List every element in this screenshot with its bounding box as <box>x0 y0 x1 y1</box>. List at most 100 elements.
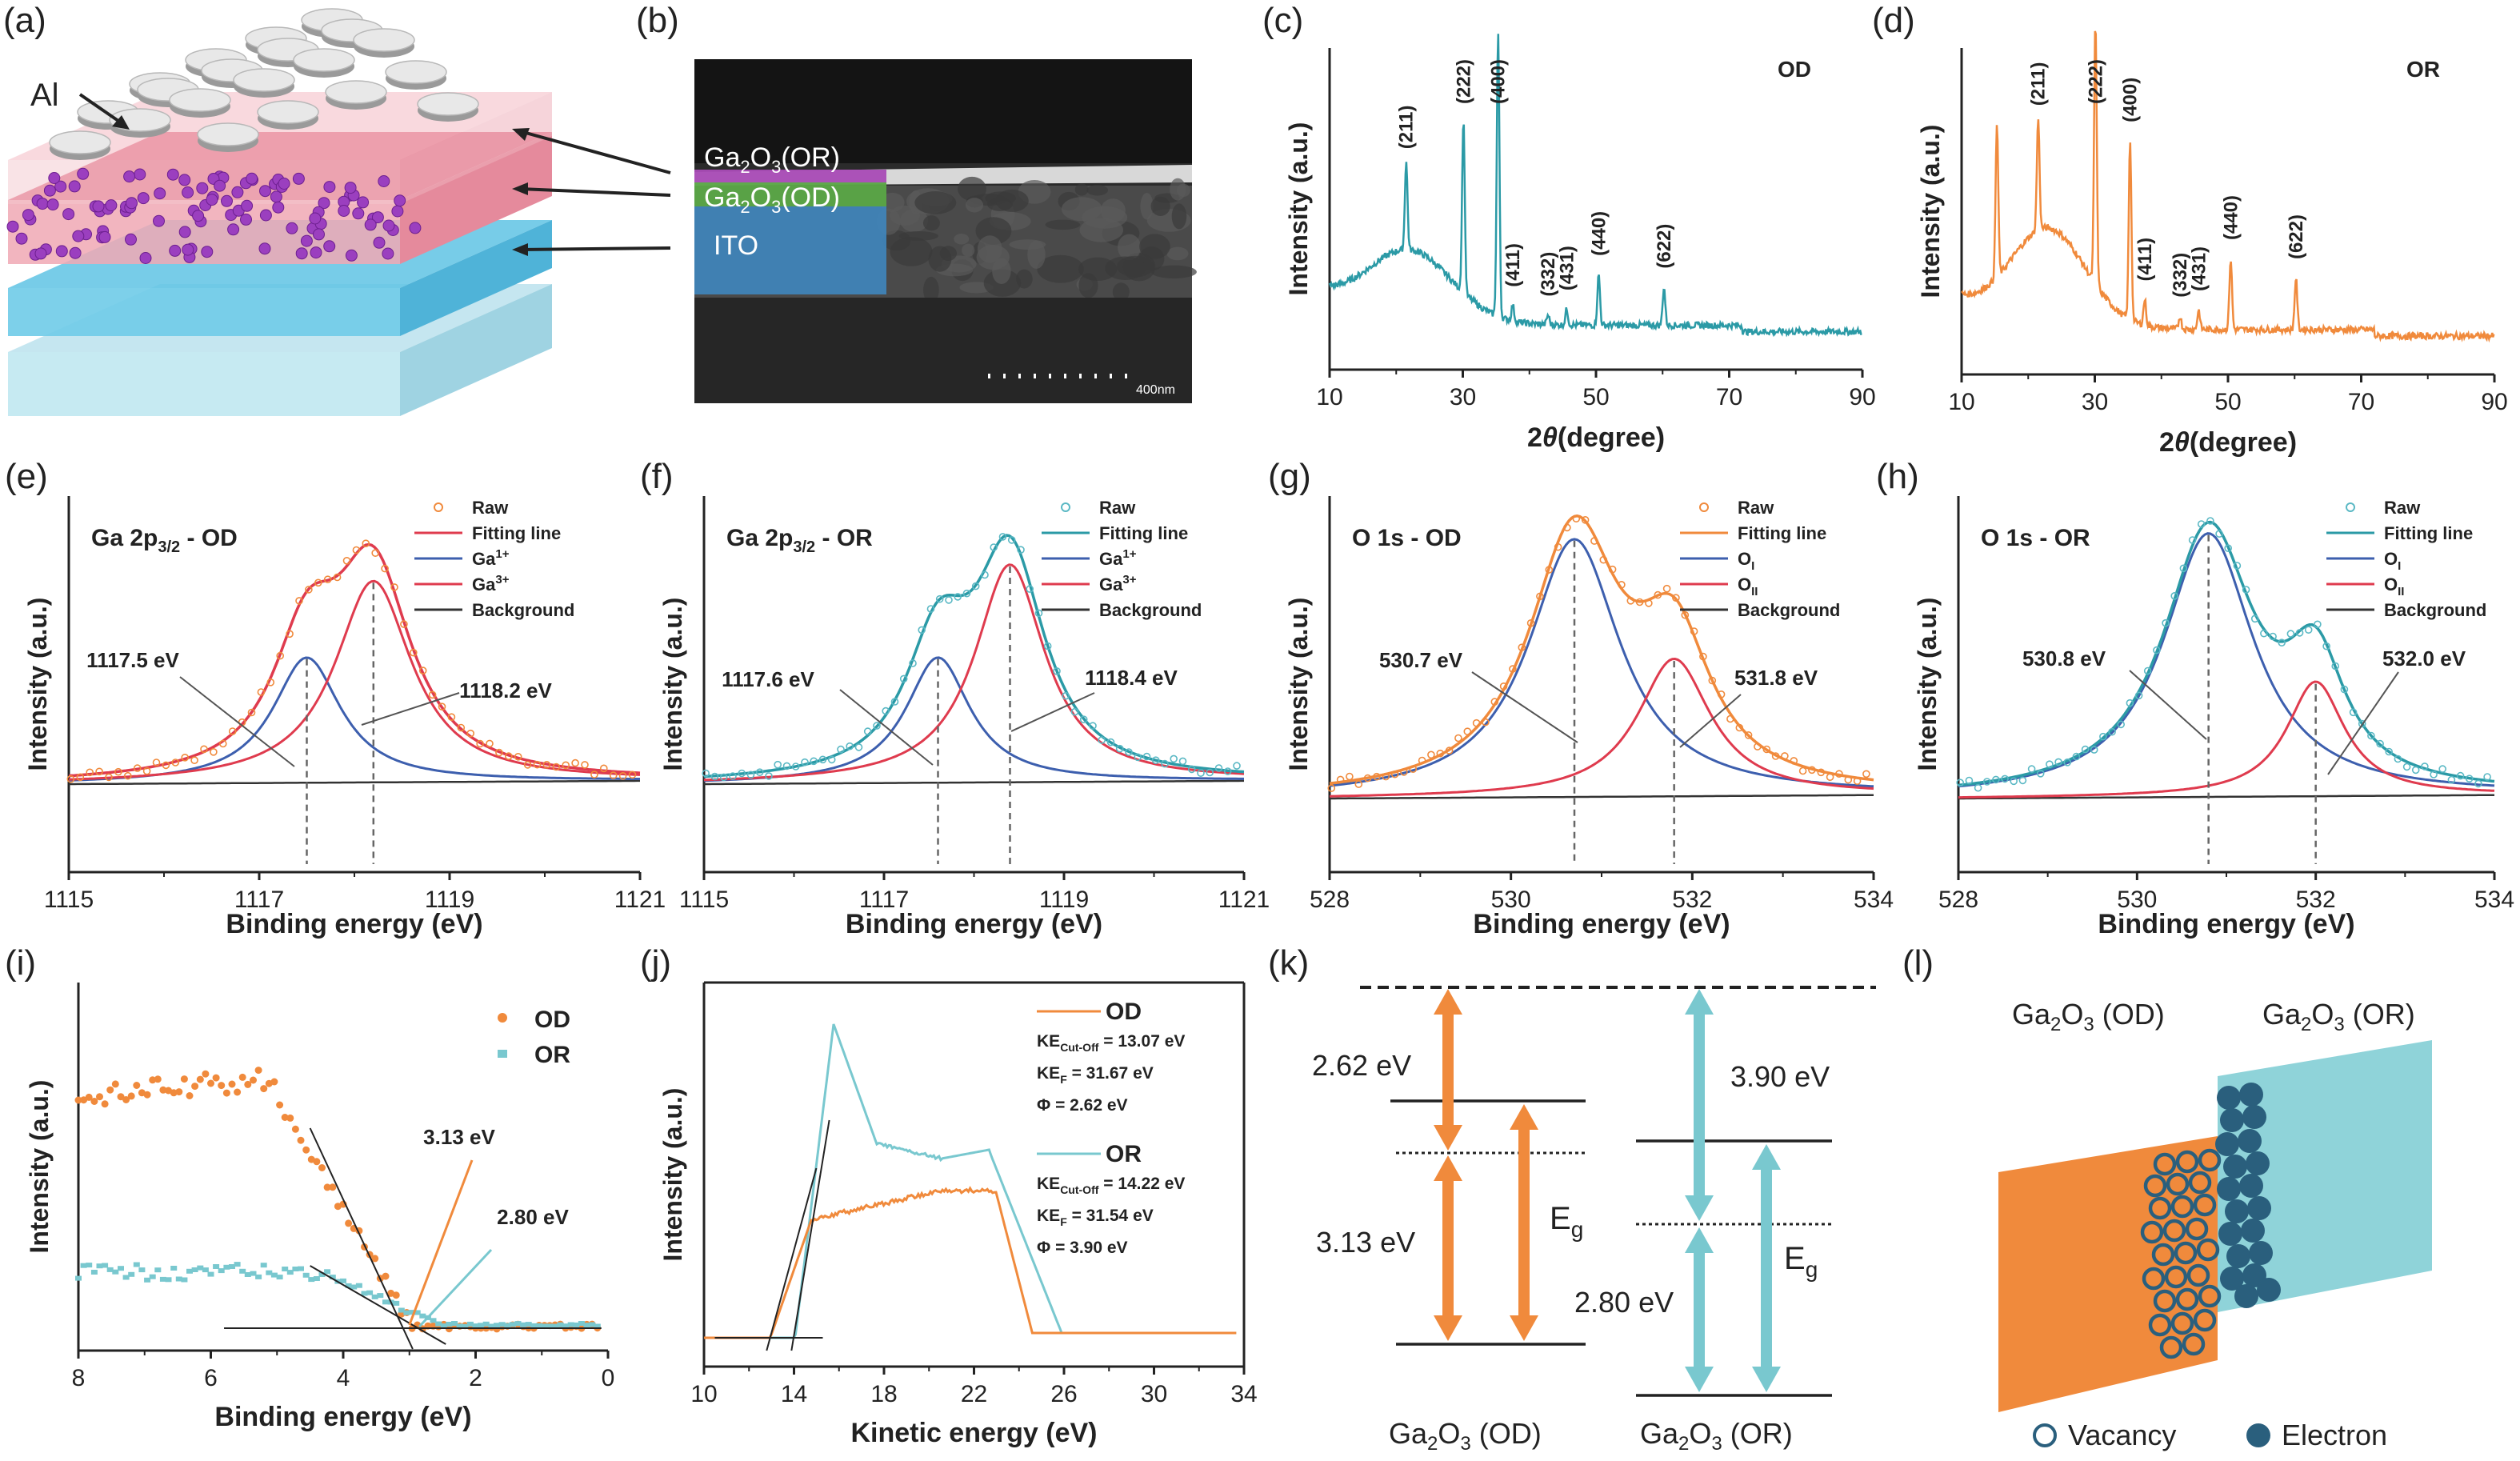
raw-point <box>774 760 782 769</box>
or-work-function: Φ = 3.90 eV <box>1037 1239 1128 1257</box>
panel-letter-f: (f) <box>640 457 674 496</box>
legend-label: OII <box>2384 574 2404 598</box>
l-title-or: Ga2O3 (OR) <box>2262 998 2415 1035</box>
scale-tick <box>1125 374 1127 378</box>
od-point <box>234 1088 242 1096</box>
raw-point <box>1690 627 1698 635</box>
raw-point <box>2010 777 2018 786</box>
al-disc <box>49 130 111 154</box>
arrow-or-eg-head <box>1752 1144 1781 1170</box>
panel-letter-j: (j) <box>640 943 671 983</box>
electron <box>2223 1155 2247 1179</box>
raw-point <box>1974 783 1982 792</box>
raw-point <box>2162 618 2170 627</box>
vacancy <box>2198 1148 2222 1172</box>
raw-point <box>447 713 456 722</box>
ion-dot <box>246 172 258 185</box>
sem-grain <box>977 235 1002 263</box>
ion-dot <box>241 199 254 212</box>
or-point <box>213 1264 220 1269</box>
x-tick-label: 534 <box>2474 887 2514 913</box>
raw-point <box>2027 765 2036 773</box>
ito-label: ITO <box>714 230 758 261</box>
or-point <box>308 1277 315 1283</box>
raw-point <box>162 761 170 770</box>
raw-point <box>1817 768 1826 777</box>
vacancy <box>2148 1196 2172 1220</box>
raw-point <box>1826 773 1834 782</box>
ion-dot <box>36 198 49 210</box>
raw-point <box>1017 546 1025 554</box>
or-point <box>329 1275 336 1280</box>
x-axis-label: Binding energy (eV) <box>2098 909 2354 939</box>
ion-dot <box>409 222 422 234</box>
raw-point <box>1354 780 1363 788</box>
raw-point <box>1518 643 1526 652</box>
or-point <box>482 1321 490 1327</box>
ion-dot <box>134 168 146 181</box>
legend-label: Background <box>472 600 574 620</box>
raw-point <box>1327 784 1336 792</box>
raw-point <box>1197 769 1205 778</box>
raw-point <box>1681 610 1690 619</box>
od-point <box>122 1096 130 1103</box>
raw-point <box>533 760 542 769</box>
electron <box>2257 1278 2281 1302</box>
sem-grain <box>1140 192 1154 220</box>
raw-point <box>729 772 737 780</box>
legend-label: Raw <box>472 498 509 518</box>
raw-point <box>381 564 389 573</box>
or-point <box>276 1275 283 1280</box>
legend-label: Fitting line <box>1099 523 1188 543</box>
or-point <box>583 1323 590 1328</box>
raw-point <box>2278 638 2286 647</box>
peak-1-pointer <box>179 676 295 767</box>
or-point <box>551 1323 558 1329</box>
od-point <box>228 1080 236 1088</box>
or-gap-label: 2.80 eV <box>497 1205 569 1229</box>
ion-dot <box>123 170 136 183</box>
legend-label: Fitting line <box>472 523 561 543</box>
raw-point <box>837 745 845 754</box>
legend-marker-od <box>498 1013 507 1023</box>
background-line <box>1330 794 1874 800</box>
raw-point <box>1572 514 1581 523</box>
raw-point <box>2430 771 2438 779</box>
vacancy <box>2186 1263 2210 1287</box>
arrow-or-eg-head <box>1752 1367 1781 1392</box>
raw-point <box>2108 727 2116 736</box>
x-tick-label: 26 <box>1050 1381 1077 1407</box>
raw-point <box>1409 765 1418 774</box>
raw-point <box>2411 766 2420 775</box>
sem-grain <box>1082 206 1128 229</box>
raw-point <box>2269 632 2277 641</box>
panel-letter-k: (k) <box>1268 943 1309 983</box>
or-point <box>154 1267 162 1273</box>
sem-grain <box>1166 246 1189 261</box>
or-ke-f: KEF = 31.54 eV <box>1037 1207 1154 1228</box>
scale-tick <box>1094 374 1097 378</box>
raw-point <box>2438 765 2446 773</box>
raw-point <box>1608 565 1617 574</box>
ion-dot <box>178 174 191 186</box>
component-2 <box>1329 657 1874 798</box>
or-point <box>133 1262 140 1267</box>
legend-electron: Electron <box>2282 1419 2387 1451</box>
raw-point <box>2331 662 2339 670</box>
or-point <box>218 1268 225 1274</box>
legend-label: Raw <box>1738 498 1774 518</box>
sem-grain <box>923 276 939 303</box>
peak-label: (622) <box>1654 224 1675 269</box>
raw-point <box>981 570 989 579</box>
xrd-trace <box>1328 34 1862 338</box>
legend-label: OI <box>1738 549 1754 573</box>
xrd-trace <box>1961 30 2495 343</box>
legend-marker <box>1061 502 1070 512</box>
raw-point <box>827 755 836 764</box>
raw-point <box>1581 515 1590 524</box>
panel-letter-h: (h) <box>1876 457 1919 496</box>
legend-marker <box>2346 502 2355 512</box>
raw-point <box>1744 730 1753 739</box>
ion-dot <box>286 222 298 234</box>
x-tick-label: 70 <box>2348 389 2374 415</box>
